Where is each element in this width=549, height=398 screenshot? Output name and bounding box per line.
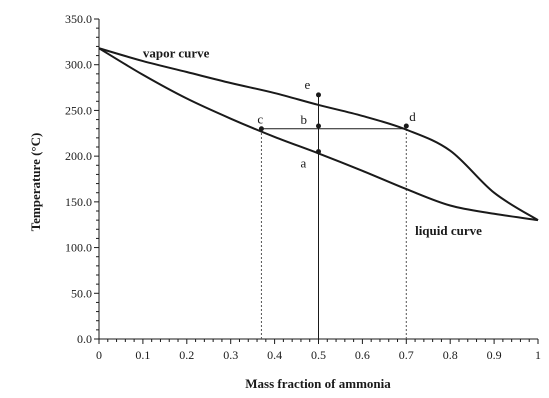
reference-lines xyxy=(260,94,407,339)
liquid-curve-label: liquid curve xyxy=(415,223,482,238)
point-c-marker xyxy=(258,126,264,132)
x-tick-label: 0.8 xyxy=(443,348,458,362)
point-b-marker xyxy=(316,123,321,129)
point-b-label: b xyxy=(301,112,308,127)
y-tick-label: 150.0 xyxy=(65,195,92,209)
x-tick-label: 0.5 xyxy=(311,348,326,362)
point-a-label: a xyxy=(301,156,307,171)
x-tick-label: 0 xyxy=(96,348,102,362)
vapor-curve-line xyxy=(98,47,539,221)
y-axis-ticks: 0.0 50.0 100.0 150.0 200.0 250.0 300.0 350.0 xyxy=(65,12,99,346)
x-tick-label: 0.4 xyxy=(267,348,282,362)
y-tick-label: 50.0 xyxy=(71,286,92,300)
x-axis-ticks: 0 0.1 0.2 0.3 0.4 0.5 0.6 0.7 0.8 0.9 1 xyxy=(96,339,541,362)
points-layer: a b c d e xyxy=(257,77,416,171)
y-axis-title: Temperature (°C) xyxy=(28,133,43,232)
y-tick-label: 100.0 xyxy=(65,241,92,255)
point-d-label: d xyxy=(409,109,416,124)
x-tick-label: 1 xyxy=(535,348,541,362)
x-axis-title: Mass fraction of ammonia xyxy=(245,376,391,391)
point-e-label: e xyxy=(305,77,311,92)
point-c-label: c xyxy=(257,112,263,127)
point-e-marker xyxy=(316,92,321,98)
point-a-marker xyxy=(316,149,321,155)
annotation-layer: vapor curve liquid curve xyxy=(143,45,482,237)
x-tick-label: 0.1 xyxy=(135,348,150,362)
y-tick-label: 250.0 xyxy=(65,103,92,117)
x-tick-label: 0.2 xyxy=(179,348,194,362)
y-tick-label: 200.0 xyxy=(65,149,92,163)
x-tick-label: 0.7 xyxy=(399,348,414,362)
x-tick-label: 0.3 xyxy=(223,348,238,362)
x-tick-label: 0.6 xyxy=(355,348,370,362)
x-tick-label: 0.9 xyxy=(487,348,502,362)
point-d-marker xyxy=(403,123,409,129)
y-tick-label: 0.0 xyxy=(77,332,92,346)
y-tick-label: 350.0 xyxy=(65,12,92,26)
vapor-curve-label: vapor curve xyxy=(143,45,210,60)
y-tick-label: 300.0 xyxy=(65,58,92,72)
